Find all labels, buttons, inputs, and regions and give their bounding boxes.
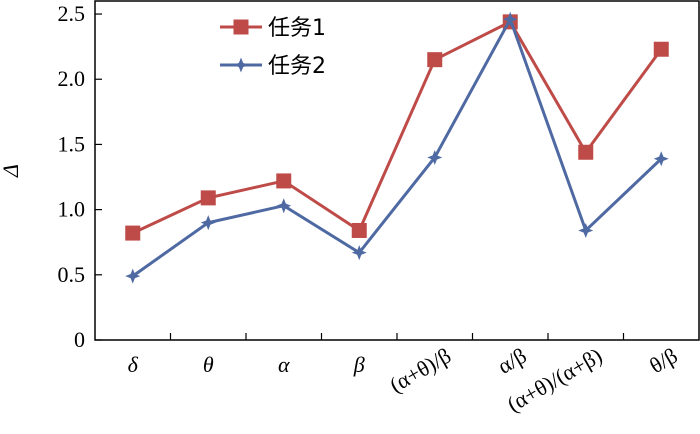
data-point xyxy=(276,173,292,189)
data-point xyxy=(502,11,518,27)
series-line xyxy=(131,15,663,278)
data-point xyxy=(200,215,216,231)
x-category-label: δ xyxy=(128,352,139,377)
x-category-label: β xyxy=(353,352,365,377)
legend-label: 任务1 xyxy=(268,16,326,41)
series-layer xyxy=(125,11,669,284)
x-category-label: θ/β xyxy=(645,343,682,379)
data-point xyxy=(200,190,216,206)
data-point xyxy=(653,151,669,167)
data-point xyxy=(351,222,367,238)
y-tick-label: 1.0 xyxy=(58,197,86,222)
y-axis-title: Δ xyxy=(0,164,23,178)
legend: 任务1 任务2 xyxy=(220,16,326,79)
series-line xyxy=(132,19,663,235)
data-point xyxy=(276,198,292,214)
legend-marker xyxy=(233,57,249,73)
data-point xyxy=(427,149,443,165)
x-category-label: α/β xyxy=(493,343,530,379)
y-tick-label: 0 xyxy=(74,327,85,352)
data-point xyxy=(653,41,669,57)
x-category-label: (α+θ)/β xyxy=(385,343,455,398)
y-tick-label: 2.5 xyxy=(58,1,86,26)
series-2 xyxy=(125,11,669,284)
y-tick-label: 1.5 xyxy=(58,131,86,156)
legend-item: 任务2 xyxy=(220,54,326,79)
data-point xyxy=(125,225,141,241)
data-point xyxy=(578,144,594,160)
y-axis-ticks: 0 0.5 1.0 1.5 2.0 2.5 xyxy=(58,1,102,352)
x-category-label: θ xyxy=(203,352,214,377)
x-axis-ticks: δ θ α β (α+θ)/β α/β(α+θ)/(α+β) θ/β xyxy=(128,333,682,417)
data-point xyxy=(578,222,594,238)
data-point xyxy=(351,245,367,261)
x-category-label: α xyxy=(278,352,290,377)
legend-label: 任务2 xyxy=(268,54,326,79)
legend-marker xyxy=(233,19,249,35)
data-point xyxy=(125,268,141,284)
plot-frame xyxy=(94,0,700,341)
legend-item: 任务1 xyxy=(220,16,326,41)
y-tick-label: 2.0 xyxy=(58,66,86,91)
y-tick-label: 0.5 xyxy=(58,262,86,287)
data-point xyxy=(427,52,443,68)
